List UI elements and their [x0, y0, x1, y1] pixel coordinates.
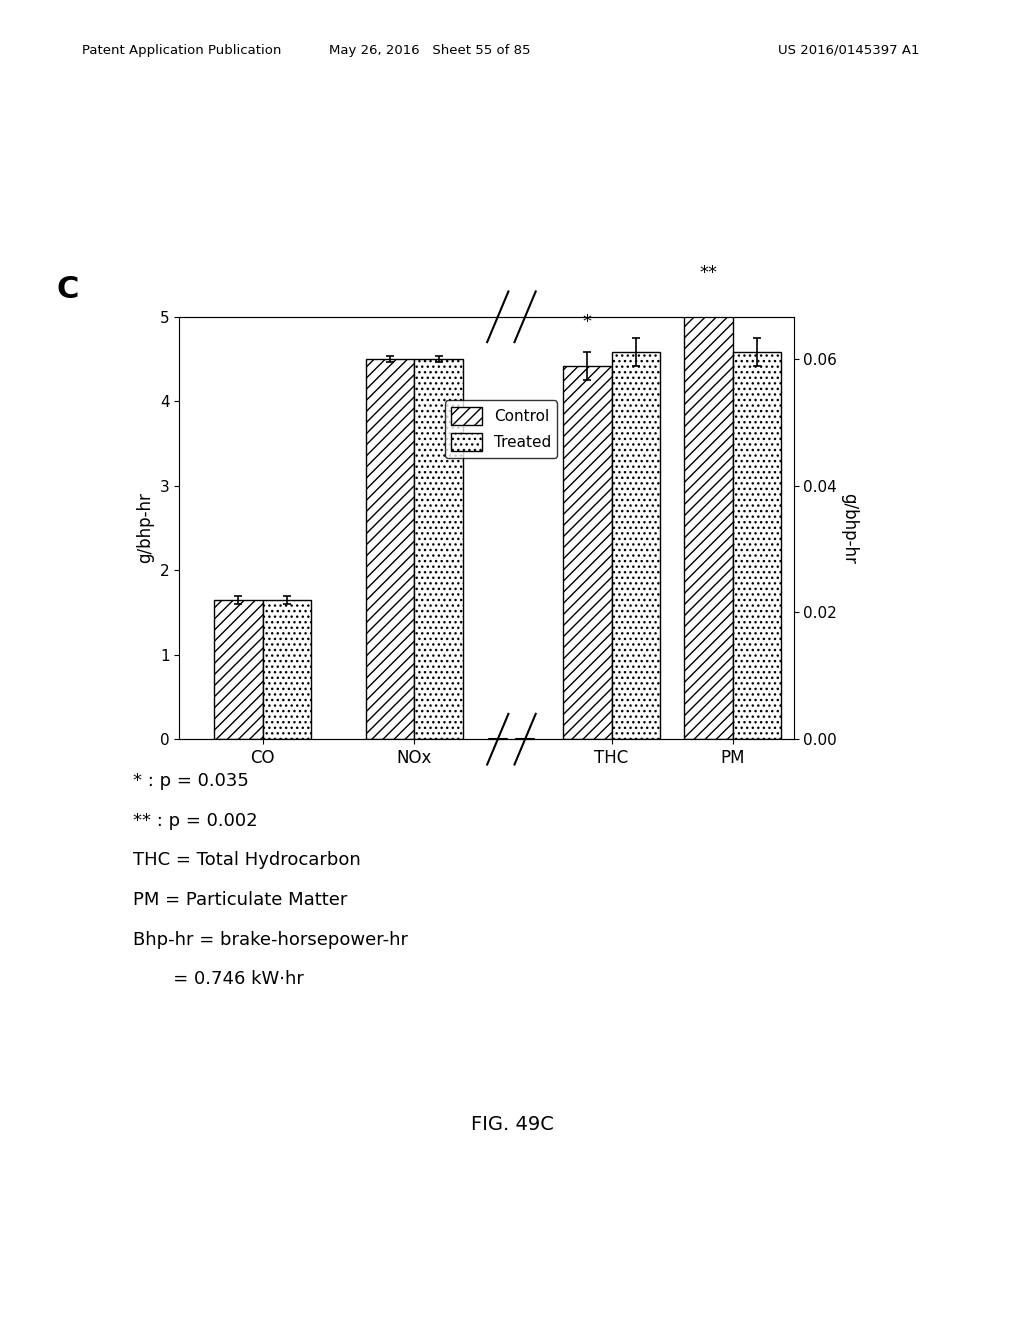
Text: **: **: [699, 264, 718, 282]
Bar: [366, 359, 415, 739]
Text: PM = Particulate Matter: PM = Particulate Matter: [133, 891, 347, 909]
Bar: [214, 599, 262, 739]
Text: FIG. 49C: FIG. 49C: [471, 1115, 553, 1134]
Text: C: C: [56, 275, 79, 304]
Bar: [262, 599, 311, 739]
Text: THC = Total Hydrocarbon: THC = Total Hydrocarbon: [133, 851, 360, 870]
Legend: Control, Treated: Control, Treated: [444, 400, 557, 458]
Bar: [563, 366, 611, 739]
Bar: [684, 302, 733, 739]
Text: ** : p = 0.002: ** : p = 0.002: [133, 812, 258, 830]
Text: Patent Application Publication: Patent Application Publication: [82, 44, 282, 57]
Text: May 26, 2016   Sheet 55 of 85: May 26, 2016 Sheet 55 of 85: [330, 44, 530, 57]
Text: Bhp-hr = brake-horsepower-hr: Bhp-hr = brake-horsepower-hr: [133, 931, 409, 949]
Bar: [415, 359, 463, 739]
Text: * : p = 0.035: * : p = 0.035: [133, 772, 249, 791]
Bar: [733, 352, 781, 739]
Text: *: *: [583, 313, 592, 331]
Y-axis label: g/bhp-hr: g/bhp-hr: [136, 492, 155, 564]
Y-axis label: g/bhp-hr: g/bhp-hr: [840, 492, 858, 564]
Text: = 0.746 kW·hr: = 0.746 kW·hr: [133, 970, 304, 989]
Text: US 2016/0145397 A1: US 2016/0145397 A1: [778, 44, 920, 57]
Bar: [611, 352, 660, 739]
